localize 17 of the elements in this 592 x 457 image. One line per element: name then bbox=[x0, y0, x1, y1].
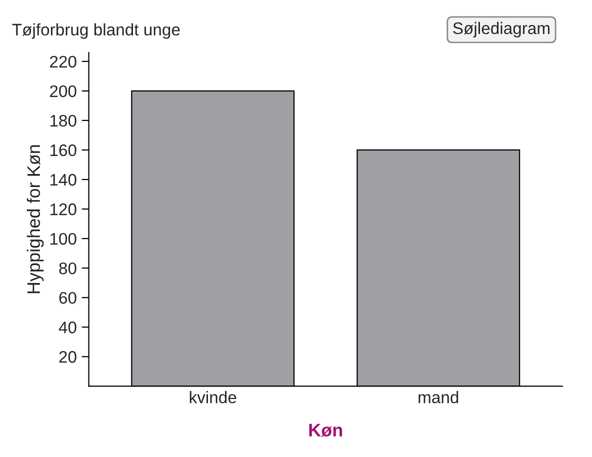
y-tick-label: 40 bbox=[58, 322, 76, 334]
y-tick-label: 140 bbox=[50, 174, 76, 186]
y-axis-title: Hyppighed for Køn bbox=[26, 145, 44, 294]
x-axis-title: Køn bbox=[309, 424, 342, 437]
x-tick-label: mand bbox=[418, 391, 458, 404]
y-tick-label: 180 bbox=[50, 114, 76, 127]
y-tick-label: 200 bbox=[50, 85, 76, 98]
chart-title: Tøjforbrug blandt unge bbox=[12, 23, 180, 39]
y-tick-label: 20 bbox=[59, 351, 76, 363]
y-tick-label: 100 bbox=[50, 232, 76, 245]
y-tick-label: 120 bbox=[50, 203, 76, 216]
y-tick-label: 80 bbox=[59, 262, 76, 274]
text: Søjlediagram bbox=[453, 22, 550, 38]
y-tick-label: 220 bbox=[50, 56, 76, 68]
y-tick-label: 160 bbox=[50, 144, 76, 156]
x-tick-label: kvinde bbox=[190, 391, 236, 404]
y-tick-label: 60 bbox=[59, 292, 76, 304]
